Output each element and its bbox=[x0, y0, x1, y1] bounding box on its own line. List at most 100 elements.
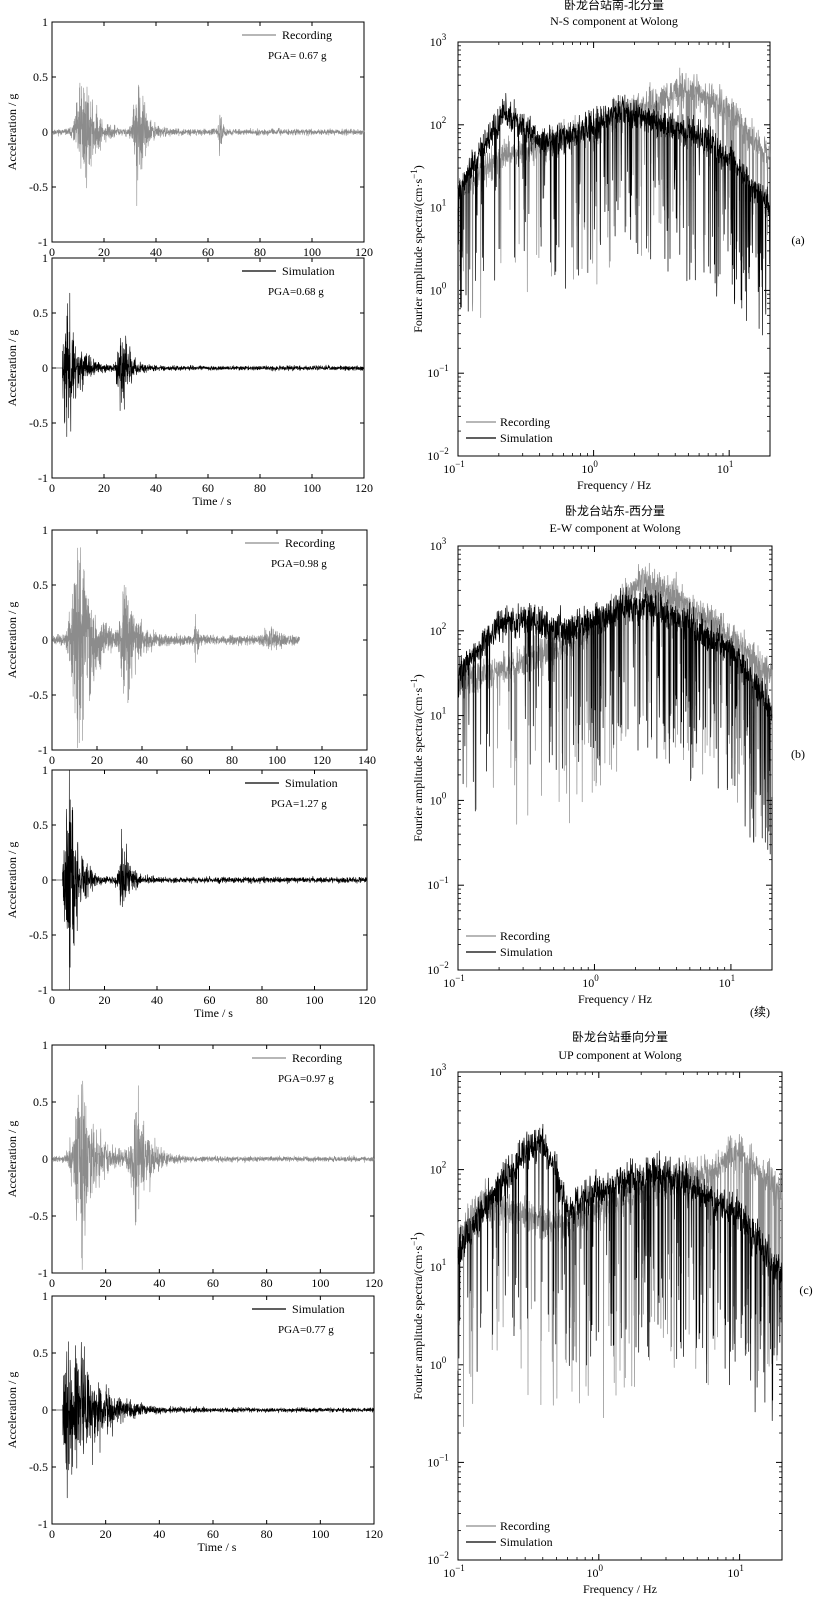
time-history-panel-b-ew-recording: 0 20 40 60 80 100 120 140 -1 -0.5 0 0.5 1 Acceleratio… bbox=[5, 523, 376, 767]
waveform-simulation bbox=[52, 1341, 375, 1499]
legend-entry: Recording bbox=[500, 415, 550, 429]
y-axis-label: Fourier amplitude spectra/(cm·s−1) bbox=[409, 1232, 425, 1400]
y-tick-label: 0.5 bbox=[33, 818, 48, 832]
panel-letter: (a) bbox=[791, 233, 804, 247]
y-tick-label: -1 bbox=[38, 1517, 48, 1531]
x-tick-label: 60 bbox=[207, 1527, 219, 1541]
legend-entry: Recording bbox=[282, 28, 332, 42]
pga-annotation: PGA=0.98 g bbox=[271, 558, 327, 570]
x-tick-label: 0 bbox=[49, 245, 55, 259]
y-tick-label: 101 bbox=[430, 1257, 447, 1274]
legend-entry: Simulation bbox=[500, 1535, 553, 1549]
pga-annotation: PGA=0.77 g bbox=[278, 1324, 334, 1336]
legend-entry: Simulation bbox=[285, 776, 338, 790]
x-tick-label: 80 bbox=[254, 245, 266, 259]
spectrum-recording bbox=[457, 562, 773, 837]
x-tick-label: 120 bbox=[355, 245, 373, 259]
y-tick-label: 102 bbox=[430, 115, 447, 132]
spectrum-recording bbox=[457, 67, 771, 318]
y-axis-label: Fourier amplitude spectra/(cm·s−1) bbox=[409, 165, 425, 333]
x-tick-label: 0 bbox=[49, 753, 55, 767]
legend-entry: Recording bbox=[285, 536, 335, 550]
pga-annotation: PGA=0.97 g bbox=[278, 1073, 334, 1085]
y-tick-label: -0.5 bbox=[29, 1460, 48, 1474]
x-axis-label: Time / s bbox=[193, 494, 232, 508]
x-tick-label: 40 bbox=[150, 245, 162, 259]
y-tick-label: 0.5 bbox=[33, 306, 48, 320]
x-tick-label: 120 bbox=[365, 1276, 383, 1290]
legend-entry: Simulation bbox=[500, 431, 553, 445]
y-tick-label: 103 bbox=[430, 1062, 447, 1079]
pga-annotation: PGA=1.27 g bbox=[271, 798, 327, 810]
time-history-panel-a-ns-simulation: 0 20 40 60 80 100 120 -1 -0.5 0 0.5 1 Acceleration /… bbox=[5, 251, 373, 508]
y-tick-label: -0.5 bbox=[29, 180, 48, 194]
chart-subtitle: E-W component at Wolong bbox=[550, 521, 681, 535]
x-axis-label: Frequency / Hz bbox=[578, 992, 652, 1006]
x-tick-label: 0 bbox=[49, 1276, 55, 1290]
time-history-panel-a-ns-recording: 0 20 40 60 80 100 120 -1 -0.5 0 0.5 1 Acceleration /… bbox=[5, 15, 373, 259]
y-tick-label: -1 bbox=[38, 743, 48, 757]
y-axis-label: Acceleration / g bbox=[5, 1372, 19, 1449]
x-tick-label: 10−1 bbox=[443, 973, 465, 990]
legend-entry: Recording bbox=[500, 929, 550, 943]
chart-subtitle: N-S component at Wolong bbox=[550, 14, 678, 28]
x-tick-label: 60 bbox=[202, 481, 214, 495]
y-axis-label: Acceleration / g bbox=[5, 94, 19, 171]
chart-title: 卧龙台站垂向分量 bbox=[572, 1029, 668, 1044]
x-tick-label: 60 bbox=[181, 753, 193, 767]
x-tick-label: 140 bbox=[358, 753, 376, 767]
y-axis-label: Acceleration / g bbox=[5, 330, 19, 407]
x-axis-label: Time / s bbox=[198, 1540, 237, 1554]
y-tick-label: -0.5 bbox=[29, 928, 48, 942]
x-axis-label: Frequency / Hz bbox=[583, 1582, 657, 1596]
x-tick-label: 20 bbox=[91, 753, 103, 767]
x-tick-label: 20 bbox=[100, 1527, 112, 1541]
x-tick-label: 100 bbox=[303, 481, 321, 495]
legend-entry: Simulation bbox=[500, 945, 553, 959]
spectrum-panel-a-ns-spectrum: 卧龙台站南-北分量 N-S component at Wolong 10−1 100 1… bbox=[409, 0, 805, 492]
panel-letter: (c) bbox=[799, 1283, 812, 1297]
y-tick-label: -1 bbox=[38, 1266, 48, 1280]
x-tick-label: 40 bbox=[153, 1276, 165, 1290]
x-tick-label: 60 bbox=[202, 245, 214, 259]
time-history-panel-c-up-recording: 0 20 40 60 80 100 120 -1 -0.5 0 0.5 1 Acceleration /… bbox=[5, 1038, 383, 1290]
y-tick-label: 101 bbox=[430, 198, 447, 215]
y-tick-label: -0.5 bbox=[29, 1209, 48, 1223]
x-tick-label: 100 bbox=[582, 973, 599, 990]
y-tick-label: 101 bbox=[430, 706, 447, 723]
time-history-panel-c-up-simulation: 0 20 40 60 80 100 120 -1 -0.5 0 0.5 1 Acceleration /… bbox=[5, 1289, 383, 1554]
x-tick-label: 100 bbox=[587, 1563, 604, 1580]
x-tick-label: 40 bbox=[136, 753, 148, 767]
x-tick-label: 60 bbox=[207, 1276, 219, 1290]
y-tick-label: 0.5 bbox=[33, 1095, 48, 1109]
y-tick-label: 0 bbox=[42, 1152, 48, 1166]
legend-entry: Recording bbox=[500, 1519, 550, 1533]
waveform-recording bbox=[52, 547, 300, 749]
spectrum-panel-c-up-spectrum: 卧龙台站垂向分量 UP component at Wolong 10−1 100 101… bbox=[409, 1029, 813, 1596]
x-tick-label: 0 bbox=[49, 993, 55, 1007]
y-tick-label: 10−1 bbox=[427, 1452, 449, 1469]
y-tick-label: 102 bbox=[430, 1160, 447, 1177]
y-tick-label: 102 bbox=[430, 621, 447, 638]
x-tick-label: 0 bbox=[49, 1527, 55, 1541]
legend-entry: Simulation bbox=[282, 264, 335, 278]
y-tick-label: -1 bbox=[38, 235, 48, 249]
x-axis-label: Frequency / Hz bbox=[577, 478, 651, 492]
x-tick-label: 10−1 bbox=[443, 1563, 465, 1580]
y-tick-label: 1 bbox=[42, 523, 48, 537]
x-tick-label: 100 bbox=[311, 1527, 329, 1541]
x-tick-label: 101 bbox=[719, 973, 736, 990]
x-tick-label: 10−1 bbox=[443, 459, 465, 476]
y-tick-label: 0.5 bbox=[33, 70, 48, 84]
x-tick-label: 101 bbox=[727, 1563, 744, 1580]
waveform-simulation bbox=[52, 292, 365, 437]
y-tick-label: 0 bbox=[42, 873, 48, 887]
y-tick-label: -1 bbox=[38, 471, 48, 485]
x-tick-label: 20 bbox=[99, 993, 111, 1007]
x-tick-label: 100 bbox=[268, 753, 286, 767]
spectrum-panel-b-ew-spectrum: 卧龙台站东-西分量 E-W component at Wolong 10−1 100 1… bbox=[409, 503, 805, 1006]
waveform-recording bbox=[52, 1080, 375, 1270]
y-tick-label: 1 bbox=[42, 1289, 48, 1303]
spectrum-simulation bbox=[457, 586, 773, 855]
